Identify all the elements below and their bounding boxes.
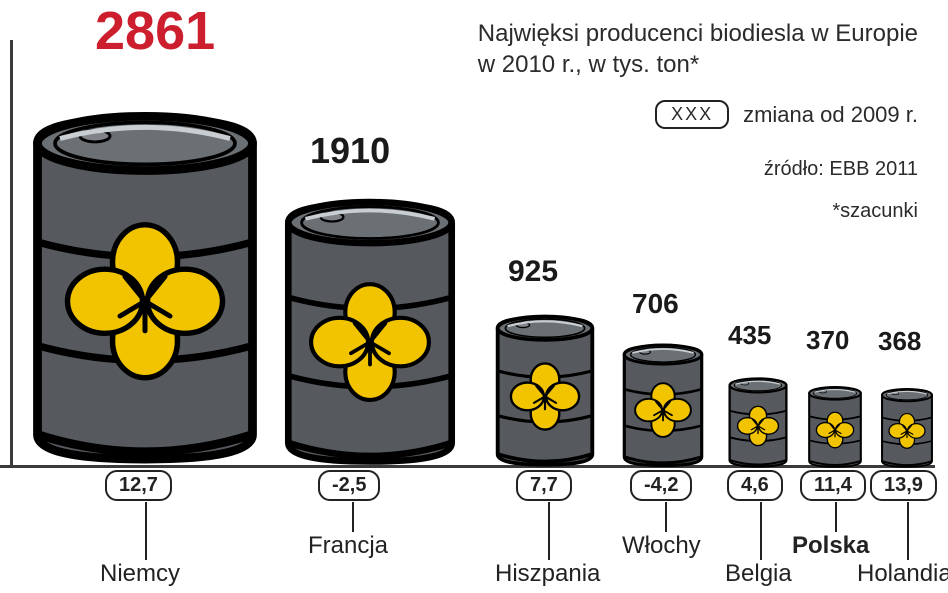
connector-line bbox=[907, 502, 909, 560]
country-label: Włochy bbox=[622, 532, 701, 560]
country-label: Holandia bbox=[857, 560, 948, 588]
value-label: 370 bbox=[806, 325, 849, 356]
connector-line bbox=[835, 502, 837, 532]
value-label: 435 bbox=[728, 320, 771, 351]
value-label: 2861 bbox=[95, 0, 215, 62]
change-badge: 12,7 bbox=[105, 470, 172, 501]
connector-line bbox=[760, 502, 762, 560]
barrel-holandia bbox=[878, 385, 936, 469]
barrel-polska bbox=[805, 383, 865, 469]
barrel-belgia bbox=[725, 374, 791, 469]
country-label: Belgia bbox=[725, 560, 792, 588]
infographic-stage: Najwięksi producenci biodiesla w Europie… bbox=[0, 0, 948, 593]
barrel-hiszpania bbox=[490, 309, 600, 469]
source-text: źródło: EBB 2011 bbox=[764, 158, 918, 181]
value-label: 1910 bbox=[310, 130, 390, 172]
legend: XXX zmiana od 2009 r. bbox=[655, 100, 918, 129]
connector-line bbox=[548, 502, 550, 560]
barrel-francja bbox=[275, 189, 465, 469]
axis-vertical bbox=[10, 40, 13, 465]
connector-line bbox=[145, 502, 147, 560]
change-badge: 4,6 bbox=[727, 470, 783, 501]
change-badge: -4,2 bbox=[630, 470, 692, 501]
title-line2: w 2010 r., w tys. ton* bbox=[478, 49, 918, 80]
legend-badge: XXX bbox=[655, 100, 729, 129]
footnote-text: *szacunki bbox=[832, 200, 918, 223]
value-label: 706 bbox=[632, 288, 679, 320]
value-label: 925 bbox=[508, 255, 558, 289]
barrel-włochy bbox=[618, 339, 708, 469]
legend-label: zmiana od 2009 r. bbox=[743, 102, 918, 128]
country-label: Francja bbox=[308, 532, 388, 560]
change-badge: 13,9 bbox=[870, 470, 937, 501]
change-badge: -2,5 bbox=[318, 470, 380, 501]
connector-line bbox=[352, 502, 354, 532]
country-label: Hiszpania bbox=[495, 560, 600, 588]
value-label: 368 bbox=[878, 326, 921, 357]
country-label: Polska bbox=[792, 532, 869, 560]
change-badge: 11,4 bbox=[800, 470, 866, 501]
title-line1: Najwięksi producenci biodiesla w Europie bbox=[478, 18, 918, 49]
change-badge: 7,7 bbox=[516, 470, 572, 501]
country-label: Niemcy bbox=[100, 560, 180, 588]
chart-title: Najwięksi producenci biodiesla w Europie… bbox=[478, 18, 918, 80]
connector-line bbox=[665, 502, 667, 532]
barrel-niemcy bbox=[20, 99, 270, 469]
